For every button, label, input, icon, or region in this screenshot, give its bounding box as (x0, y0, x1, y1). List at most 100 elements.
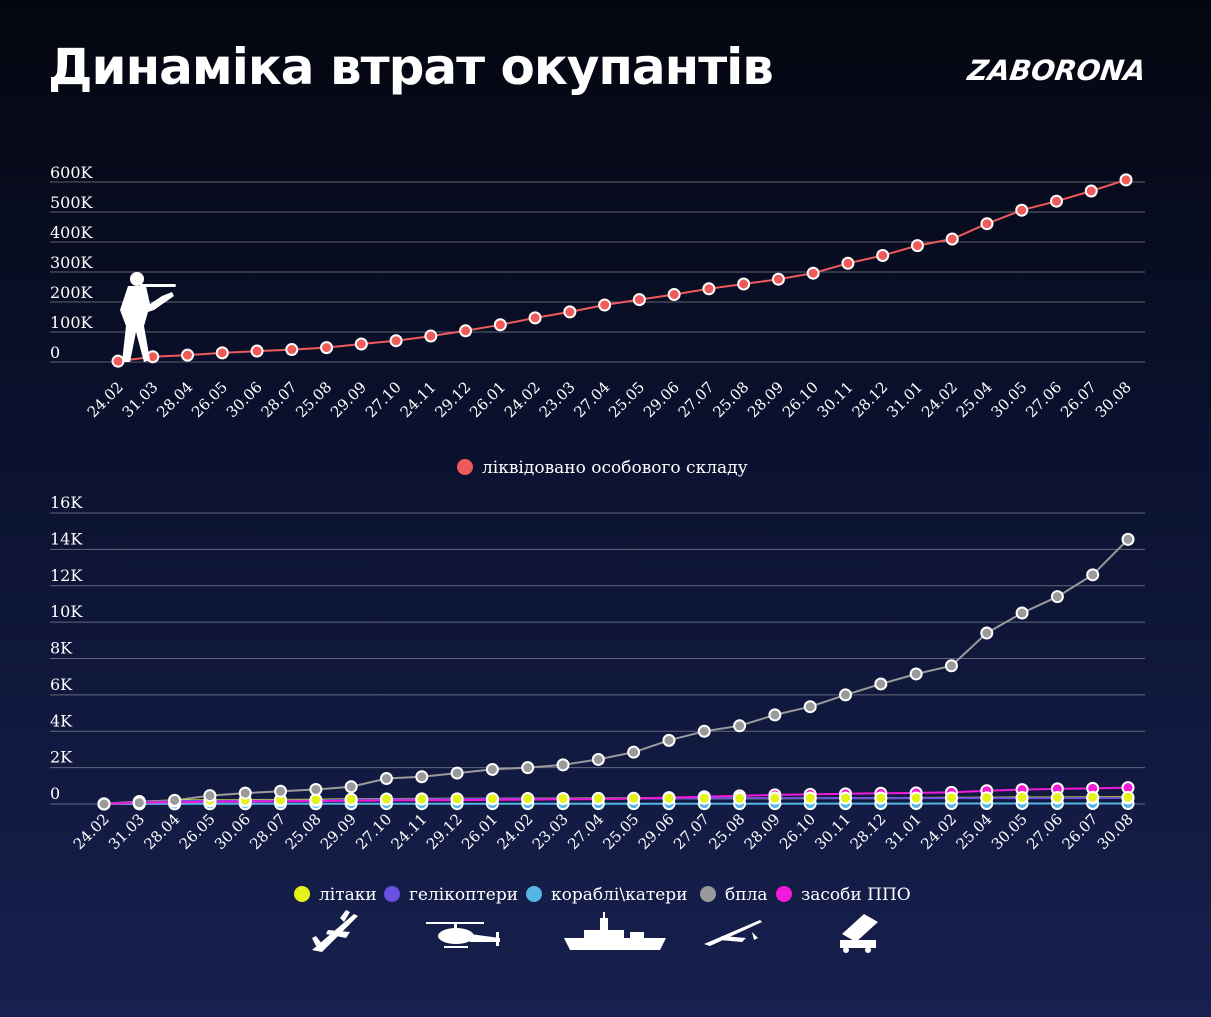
data-point-drones (450, 766, 464, 780)
data-point-drones (521, 761, 535, 775)
x-tick-label: 30.08 (1092, 378, 1135, 421)
data-point-drones (627, 745, 641, 759)
legend-marker-helicopters (384, 886, 400, 902)
x-tick-label: 28.07 (246, 810, 289, 853)
legend-marker-ships (526, 886, 542, 902)
x-tick-label: 24.11 (388, 810, 431, 853)
data-point-personnel (250, 344, 264, 358)
series-line-air_defense (103, 786, 1129, 805)
x-tick-label: 25.05 (599, 810, 642, 853)
data-point-drones (1015, 606, 1029, 620)
data-point-personnel (806, 266, 820, 280)
data-point-aircraft (485, 792, 499, 806)
data-point-personnel (980, 217, 994, 231)
data-point-aircraft (874, 791, 888, 805)
data-point-aircraft (1121, 790, 1135, 804)
data-point-drones (1050, 590, 1064, 604)
y-tick-label: 0 (50, 343, 60, 362)
y-tick-label: 14K (50, 529, 83, 548)
data-point-drones (1086, 568, 1100, 582)
x-tick-label: 24.02 (917, 810, 960, 853)
x-tick-label: 29.12 (423, 810, 466, 853)
x-tick-label: 24.02 (493, 810, 536, 853)
x-tick-label: 30.06 (211, 810, 254, 853)
x-tick-label: 24.02 (84, 378, 127, 421)
data-point-drones (97, 797, 111, 811)
data-point-aircraft (556, 791, 570, 805)
legend-marker-aircraft (294, 886, 310, 902)
x-tick-label: 28.12 (847, 810, 890, 853)
data-point-drones (980, 626, 994, 640)
x-tick-label: 29.06 (640, 378, 683, 421)
legend-label-helicopters: гелікоптери (409, 885, 518, 905)
x-tick-label: 28.04 (140, 810, 183, 853)
x-tick-label: 28.07 (258, 378, 301, 421)
data-point-aircraft (627, 791, 641, 805)
data-point-drones (874, 677, 888, 691)
data-point-personnel (493, 318, 507, 332)
data-point-aircraft (1086, 790, 1100, 804)
data-point-drones (662, 733, 676, 747)
y-tick-label: 200K (50, 283, 94, 302)
y-tick-label: 400K (50, 223, 94, 242)
x-tick-label: 28.12 (848, 378, 891, 421)
y-tick-label: 4K (50, 711, 73, 730)
legend-label-aircraft: літаки (319, 885, 377, 905)
y-tick-label: 10K (50, 602, 83, 621)
data-point-drones (768, 708, 782, 722)
legend-label-air_defense: засоби ППО (801, 885, 911, 905)
data-point-aircraft (909, 791, 923, 805)
x-tick-label: 26.05 (188, 378, 231, 421)
x-tick-label: 25.04 (952, 810, 995, 853)
x-tick-label: 26.07 (1057, 378, 1100, 421)
data-point-aircraft (521, 792, 535, 806)
x-tick-label: 27.06 (1023, 810, 1066, 853)
x-tick-label: 25.08 (705, 810, 748, 853)
x-tick-label: 26.07 (1058, 810, 1101, 853)
legend-label-drones: бпла (725, 885, 768, 905)
data-point-personnel (1049, 194, 1063, 208)
data-point-drones (274, 784, 288, 798)
data-point-personnel (632, 293, 646, 307)
data-point-drones (238, 786, 252, 800)
x-tick-label: 25.08 (282, 810, 325, 853)
y-tick-label: 8K (50, 639, 73, 658)
data-point-drones (415, 770, 429, 784)
helicopter-icon (426, 922, 500, 948)
x-tick-label: 29.09 (317, 810, 360, 853)
x-tick-label: 29.09 (327, 378, 370, 421)
x-tick-label: 23.03 (529, 810, 572, 853)
x-tick-label: 27.04 (564, 810, 607, 853)
x-tick-label: 24.02 (70, 810, 113, 853)
x-tick-label: 27.10 (362, 378, 405, 421)
x-tick-label: 27.06 (1022, 378, 1065, 421)
data-point-drones (803, 700, 817, 714)
series-line-ships (103, 802, 1128, 805)
x-tick-label: 29.12 (431, 378, 474, 421)
x-tick-label: 30.11 (811, 810, 854, 853)
legends: ліквідовано особового складу літаки геліко… (294, 458, 911, 905)
data-point-personnel (945, 232, 959, 246)
data-point-personnel (424, 329, 438, 343)
data-point-aircraft (415, 792, 429, 806)
x-tick-label: 30.11 (814, 378, 857, 421)
data-point-aircraft (980, 791, 994, 805)
data-point-drones (591, 752, 605, 766)
data-point-personnel (215, 346, 229, 360)
bottom-chart: 02K4K6K8K10K12K14K16K24.0231.0328.0426.0… (50, 493, 1145, 853)
data-point-drones (556, 758, 570, 772)
legend-marker-personnel (457, 459, 473, 475)
x-tick-label: 30.06 (223, 378, 266, 421)
legend-marker-drones (700, 886, 716, 902)
data-point-drones (132, 796, 146, 810)
data-point-drones (1121, 532, 1135, 546)
x-tick-label: 31.03 (118, 378, 161, 421)
x-tick-label: 24.02 (918, 378, 961, 421)
x-tick-label: 26.05 (176, 810, 219, 853)
y-tick-label: 600K (50, 163, 94, 182)
x-tick-label: 23.03 (536, 378, 579, 421)
x-tick-label: 25.08 (709, 378, 752, 421)
data-point-personnel (771, 272, 785, 286)
data-point-personnel (285, 343, 299, 357)
